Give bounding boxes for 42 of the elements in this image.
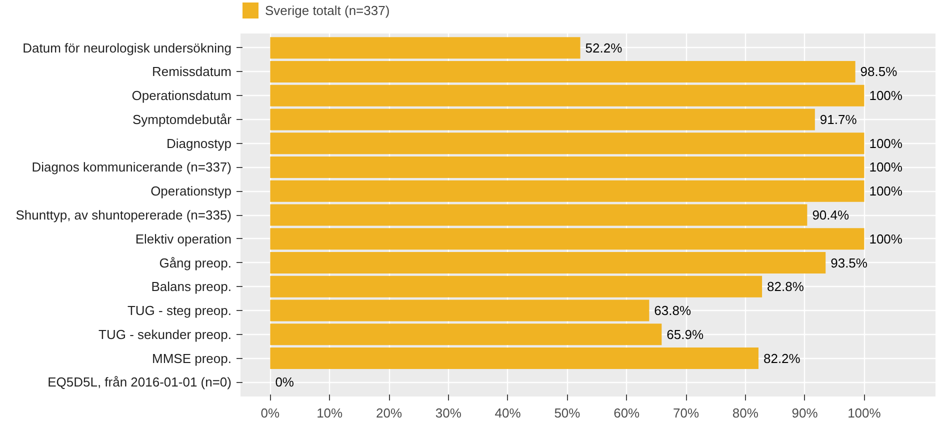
data-label: 100% — [869, 160, 903, 175]
y-tick-label: Remissdatum — [152, 64, 232, 80]
y-tick-label: TUG - steg preop. — [127, 303, 232, 318]
y-tick-label: Operationsdatum — [132, 88, 232, 104]
data-label: 63.8% — [654, 303, 692, 318]
y-tick-label: MMSE preop. — [152, 350, 232, 366]
data-label: 100% — [869, 231, 903, 246]
y-tick-label: Symptomdebutår — [132, 112, 232, 127]
x-tick-label: 100% — [848, 406, 882, 420]
x-tick-label: 30% — [435, 406, 462, 420]
x-tick-label: 90% — [792, 406, 818, 420]
data-label: 100% — [869, 88, 903, 104]
y-tick-label: TUG - sekunder preop. — [98, 326, 232, 342]
y-tick-label: Diagnostyp — [166, 136, 232, 151]
y-tick-label: Gång preop. — [159, 255, 232, 270]
data-label: 0% — [275, 374, 294, 390]
data-label: 65.9% — [666, 326, 704, 342]
y-tick-label: EQ5D5L, från 2016-01-01 (n=0) — [48, 374, 232, 390]
data-label: 82.8% — [767, 279, 804, 294]
x-tick-label: 20% — [376, 406, 402, 420]
legend-label: Sverige totalt (n=337) — [265, 2, 390, 18]
data-label: 98.5% — [860, 64, 898, 80]
x-tick-label: 40% — [494, 406, 522, 420]
data-label: 52.2% — [585, 40, 623, 56]
x-tick-label: 50% — [554, 406, 581, 420]
y-tick-label: Elektiv operation — [135, 231, 232, 246]
y-tick-label: Operationstyp — [150, 184, 232, 199]
data-label: 100% — [869, 136, 903, 151]
x-tick-label: 0% — [260, 406, 280, 420]
data-label: 93.5% — [830, 255, 868, 270]
y-tick-label: Balans preop. — [151, 279, 232, 294]
x-tick-label: 70% — [673, 406, 700, 420]
y-tick-label: Shunttyp, av shuntopererade (n=335) — [16, 208, 232, 222]
data-label: 82.2% — [763, 350, 801, 366]
data-label: 100% — [869, 184, 903, 199]
x-tick-label: 10% — [316, 406, 344, 420]
x-tick-label: 60% — [614, 406, 640, 420]
y-tick-label: Datum för neurologisk undersökning — [22, 40, 232, 56]
x-tick-label: 80% — [732, 406, 759, 420]
data-label: 90.4% — [812, 208, 850, 222]
data-label: 91.7% — [820, 112, 858, 127]
y-tick-label: Diagnos kommunicerande (n=337) — [32, 160, 232, 175]
